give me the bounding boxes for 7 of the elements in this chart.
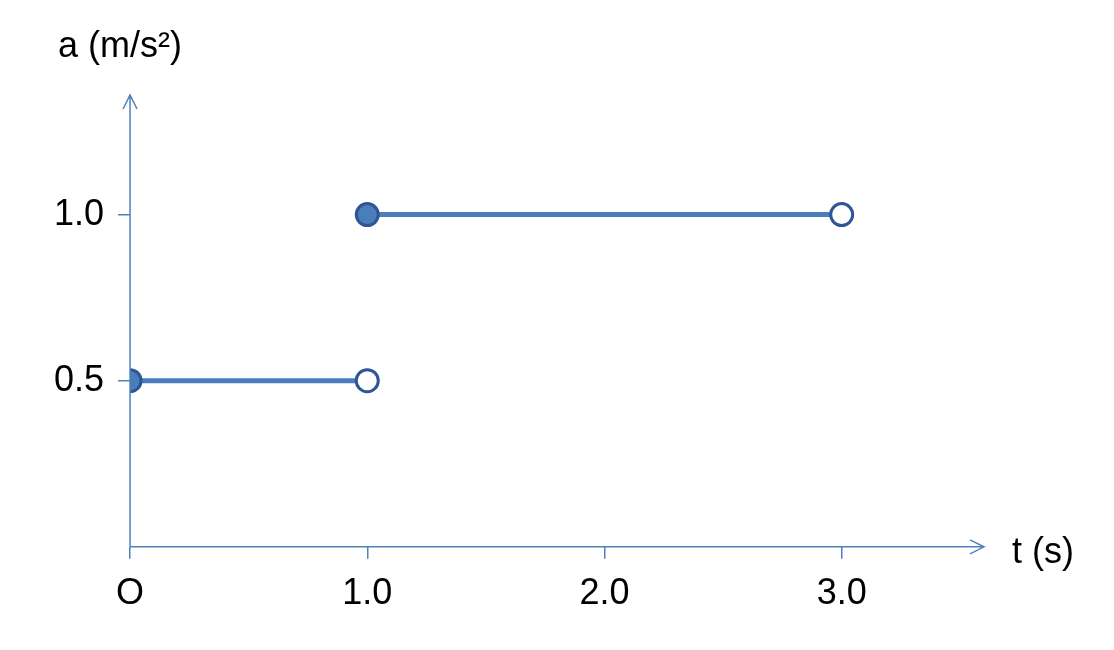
x-tick-label: 1.0 <box>342 571 393 613</box>
x-tick-label: 3.0 <box>816 571 867 613</box>
x-tick-label: 2.0 <box>579 571 630 613</box>
y-axis-title: a (m/s²) <box>58 24 183 65</box>
y-tick-label: 0.5 <box>54 357 105 399</box>
x-tick-label: O <box>116 571 145 613</box>
x-axis-title: t (s) <box>1012 529 1074 571</box>
